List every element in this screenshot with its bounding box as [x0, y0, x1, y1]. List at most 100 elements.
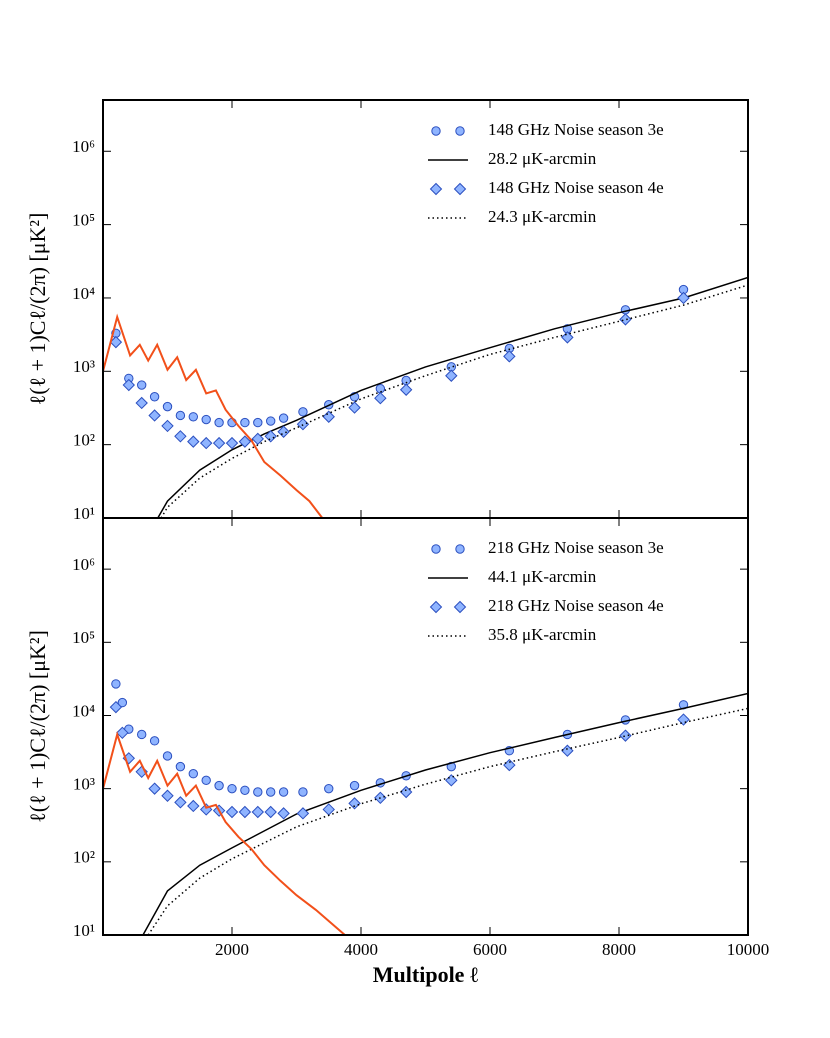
point — [445, 369, 458, 382]
point — [251, 805, 265, 819]
point — [122, 378, 136, 392]
point — [225, 436, 239, 450]
point — [251, 432, 265, 446]
point — [561, 744, 574, 757]
y-tick-label: 10³ — [73, 775, 95, 794]
legend-marker — [453, 182, 467, 196]
point — [137, 729, 147, 740]
y-tick-label: 10⁶ — [72, 555, 95, 574]
point — [677, 291, 690, 305]
point — [162, 751, 173, 761]
legend-label: 28.2 μK-arcmin — [488, 149, 597, 168]
point — [296, 418, 310, 431]
point — [399, 785, 413, 799]
x-tick-label: 8000 — [602, 940, 636, 959]
legend-label: 24.3 μK-arcmin — [488, 207, 597, 226]
point — [324, 783, 334, 794]
y-tick-label: 10³ — [73, 357, 95, 376]
series-line — [142, 692, 748, 935]
point — [135, 396, 148, 410]
point — [266, 787, 276, 797]
y-tick-label: 10¹ — [73, 504, 95, 523]
point — [278, 413, 289, 423]
point — [561, 331, 574, 344]
x-tick-label: 2000 — [215, 940, 249, 959]
y-tick-label: 10² — [73, 431, 95, 450]
point — [348, 797, 361, 810]
plot-area — [103, 276, 748, 518]
legend-label: 44.1 μK-arcmin — [488, 567, 597, 586]
y-tick-label: 10⁶ — [72, 137, 95, 156]
point — [503, 350, 516, 363]
point — [187, 435, 200, 448]
legend-label: 218 GHz Noise season 4e — [488, 596, 664, 615]
point — [148, 409, 161, 422]
x-tick-label: 6000 — [473, 940, 507, 959]
y-tick-label: 10⁴ — [72, 284, 95, 303]
series-line — [147, 707, 748, 935]
point — [212, 436, 226, 450]
point — [116, 726, 129, 740]
point — [109, 335, 123, 349]
point — [620, 305, 631, 315]
point — [238, 435, 252, 448]
point — [111, 679, 121, 689]
legend-marker — [431, 126, 441, 136]
point — [214, 417, 224, 428]
y-axis-label: ℓ(ℓ + 1)Cℓ/(2π) [μK²] — [25, 213, 50, 406]
point — [225, 805, 239, 819]
point — [199, 436, 213, 450]
legend-label: 218 GHz Noise season 3e — [488, 538, 664, 557]
point — [253, 787, 263, 797]
point — [298, 407, 308, 417]
point — [349, 780, 360, 791]
point — [174, 796, 187, 809]
point — [445, 774, 458, 787]
point — [161, 789, 174, 802]
point — [298, 787, 308, 797]
point — [266, 416, 276, 426]
axes-frame — [102, 517, 749, 936]
point — [619, 313, 632, 326]
point — [188, 769, 199, 779]
point — [278, 787, 289, 797]
y-tick-label: 10¹ — [73, 921, 95, 940]
point — [175, 761, 186, 772]
point — [201, 775, 211, 786]
point — [619, 729, 632, 742]
legend-marker — [429, 600, 443, 614]
point — [149, 392, 160, 402]
point — [188, 412, 199, 422]
legend-marker — [429, 182, 443, 196]
point — [399, 383, 413, 396]
point — [348, 401, 361, 414]
legend-marker — [453, 600, 467, 614]
point — [174, 430, 187, 443]
plot-area — [103, 679, 748, 935]
y-tick-label: 10⁴ — [72, 701, 95, 720]
point — [240, 785, 250, 795]
point — [137, 380, 147, 390]
point — [277, 807, 290, 820]
y-tick-label: 10² — [73, 848, 95, 867]
point — [264, 805, 277, 819]
point — [264, 430, 277, 443]
point — [161, 419, 174, 433]
legend-label: 148 GHz Noise season 3e — [488, 120, 664, 139]
legend-marker — [455, 544, 465, 554]
point — [374, 391, 387, 405]
point — [277, 425, 290, 438]
point — [117, 697, 128, 708]
legend-marker — [431, 544, 441, 554]
point — [162, 401, 173, 412]
point — [296, 807, 310, 820]
point — [227, 783, 237, 794]
legend-label: 148 GHz Noise season 4e — [488, 178, 664, 197]
point — [322, 410, 335, 423]
legend-label: 35.8 μK-arcmin — [488, 625, 597, 644]
y-axis-label: ℓ(ℓ + 1)Cℓ/(2π) [μK²] — [25, 630, 50, 823]
point — [503, 758, 516, 772]
series-line — [103, 731, 346, 935]
point — [677, 713, 690, 726]
